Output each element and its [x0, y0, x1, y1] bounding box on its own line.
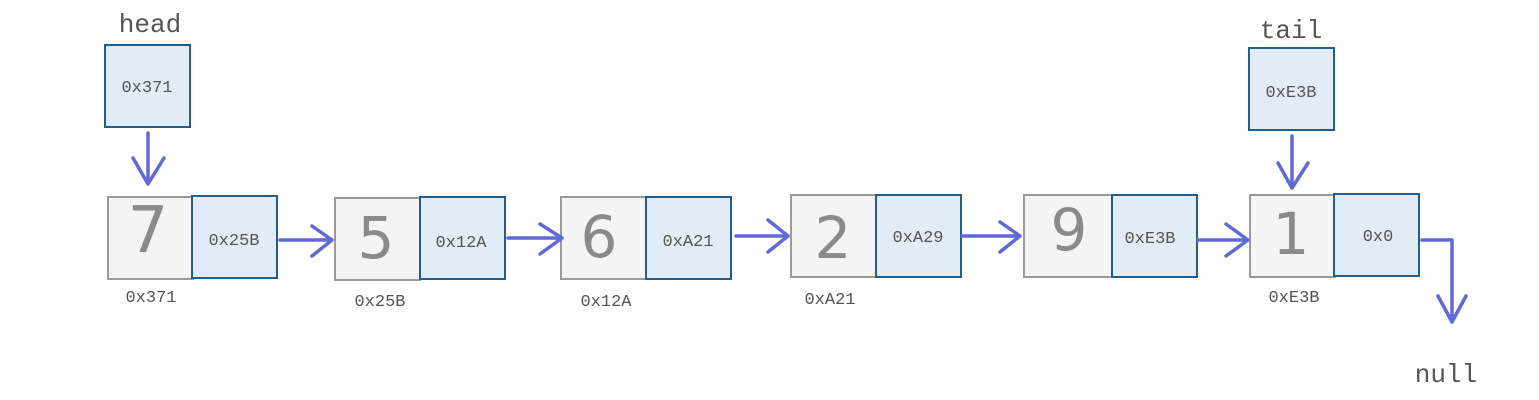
- null-arrow: [1420, 238, 1468, 324]
- tail-pointer-value: 0xE3B: [1265, 84, 1316, 103]
- head-pointer-value: 0x371: [121, 79, 172, 98]
- node-next-box: [191, 195, 278, 279]
- head-pointer-box: [104, 44, 191, 128]
- node-next-box: [1111, 194, 1198, 278]
- node-next-pointer: 0xA29: [892, 229, 943, 248]
- next-arrow: [506, 222, 564, 256]
- node-value-box: [334, 197, 421, 281]
- node-next-box: [419, 196, 506, 280]
- node-value: 6: [581, 203, 618, 271]
- node-address: 0x25B: [354, 293, 405, 312]
- list-node: 7 0x25B 0x371: [107, 194, 278, 308]
- list-node: 1 0x0 0xE3B: [1249, 193, 1420, 308]
- next-arrow: [1196, 222, 1250, 258]
- tail-pointer-arrow: [1276, 134, 1310, 190]
- node-value: 1: [1273, 200, 1310, 268]
- list-node: 2 0xA29 0xA21: [790, 194, 962, 310]
- node-address: 0xE3B: [1268, 289, 1319, 308]
- node-value-box: [790, 194, 877, 278]
- node-value-box: [560, 196, 647, 280]
- node-next-pointer: 0xE3B: [1124, 230, 1175, 249]
- node-address: 0x12A: [580, 293, 632, 312]
- node-address: 0x371: [125, 289, 176, 308]
- next-arrow: [734, 218, 790, 254]
- next-arrow: [278, 224, 334, 258]
- node-next-box: [875, 194, 962, 278]
- node-value: 5: [358, 204, 395, 272]
- node-value-box: [1249, 194, 1336, 278]
- list-node: 5 0x12A 0x25B: [334, 196, 506, 312]
- list-node: 9 0xE3B: [1023, 194, 1198, 278]
- node-next-pointer: 0x12A: [435, 234, 487, 253]
- node-next-pointer: 0xA21: [662, 233, 713, 252]
- node-next-pointer: 0x0: [1363, 228, 1394, 247]
- tail-pointer-box: [1248, 47, 1335, 131]
- node-next-box: [645, 196, 732, 280]
- next-arrow: [960, 220, 1022, 254]
- arrows: [131, 131, 1468, 324]
- head-label: head: [119, 10, 181, 40]
- null-terminal: null: [1415, 360, 1477, 390]
- node-value-box: [107, 196, 194, 280]
- head-pointer-arrow: [131, 131, 166, 186]
- list-node: 6 0xA21 0x12A: [560, 196, 732, 312]
- node-next-box: [1333, 193, 1420, 277]
- node-value: 7: [128, 194, 169, 268]
- node-next-pointer: 0x25B: [208, 232, 259, 251]
- node-value: 2: [815, 204, 852, 272]
- node-value: 9: [1051, 196, 1088, 264]
- tail-label: tail: [1260, 16, 1322, 46]
- node-address: 0xA21: [804, 291, 855, 310]
